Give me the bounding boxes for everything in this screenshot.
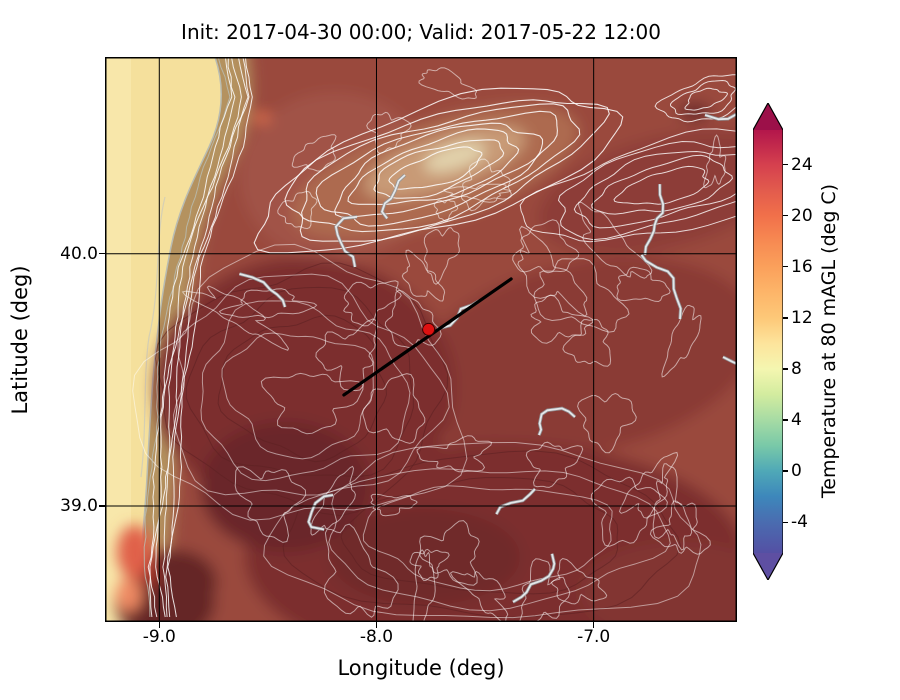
tick-mark (375, 622, 378, 628)
cross-section-marker (422, 322, 436, 336)
x-tick-label-1: -8.0 (359, 627, 394, 647)
colorbar-label: Temperature at 80 mAGL (deg C) (818, 183, 840, 499)
map-overlay (105, 57, 737, 622)
colorbar-extend-over (753, 103, 783, 130)
tick-mark (783, 419, 788, 421)
x-tick-label-0: -9.0 (142, 627, 176, 647)
y-axis-label: Latitude (deg) (8, 265, 32, 415)
plot-border (105, 57, 737, 622)
tick-mark (783, 368, 788, 370)
tick-mark (158, 622, 161, 628)
colorbar-extend-under (753, 553, 783, 580)
y-tick-label-0: 40.0 (60, 243, 98, 264)
cbar-tick-label-7: -4 (791, 512, 808, 533)
cbar-tick-label-4: 8 (791, 358, 802, 379)
cbar-tick-label-3: 12 (791, 307, 813, 328)
colorbar-gradient (752, 101, 784, 582)
cross-section-line (342, 277, 513, 397)
temperature-field-blobs (115, 57, 737, 622)
cbar-tick-label-0: 24 (791, 154, 813, 175)
y-tick-label-1: 39.0 (60, 495, 98, 516)
cbar-tick-label-6: 0 (791, 461, 802, 482)
tick-mark (783, 265, 788, 268)
tick-mark (99, 505, 105, 507)
tick-mark (783, 214, 788, 217)
tick-mark (783, 317, 788, 319)
tick-mark (783, 163, 788, 166)
tick-mark (99, 252, 105, 255)
colorbar (752, 101, 784, 582)
cbar-tick-label-2: 16 (791, 256, 813, 277)
ocean-fill-light (105, 57, 131, 622)
tick-mark (783, 521, 788, 524)
tick-mark (592, 622, 595, 628)
colorbar-body (753, 130, 783, 553)
temperature-map (105, 57, 737, 622)
plot-title: Init: 2017-04-30 00:00; Valid: 2017-05-2… (181, 20, 661, 44)
cbar-tick-label-1: 20 (791, 205, 813, 226)
x-axis-label: Longitude (deg) (337, 656, 505, 680)
contour-lines (132, 57, 737, 622)
tick-mark (783, 470, 788, 472)
x-tick-label-2: -7.0 (577, 627, 611, 647)
cbar-tick-label-5: 4 (791, 410, 802, 431)
